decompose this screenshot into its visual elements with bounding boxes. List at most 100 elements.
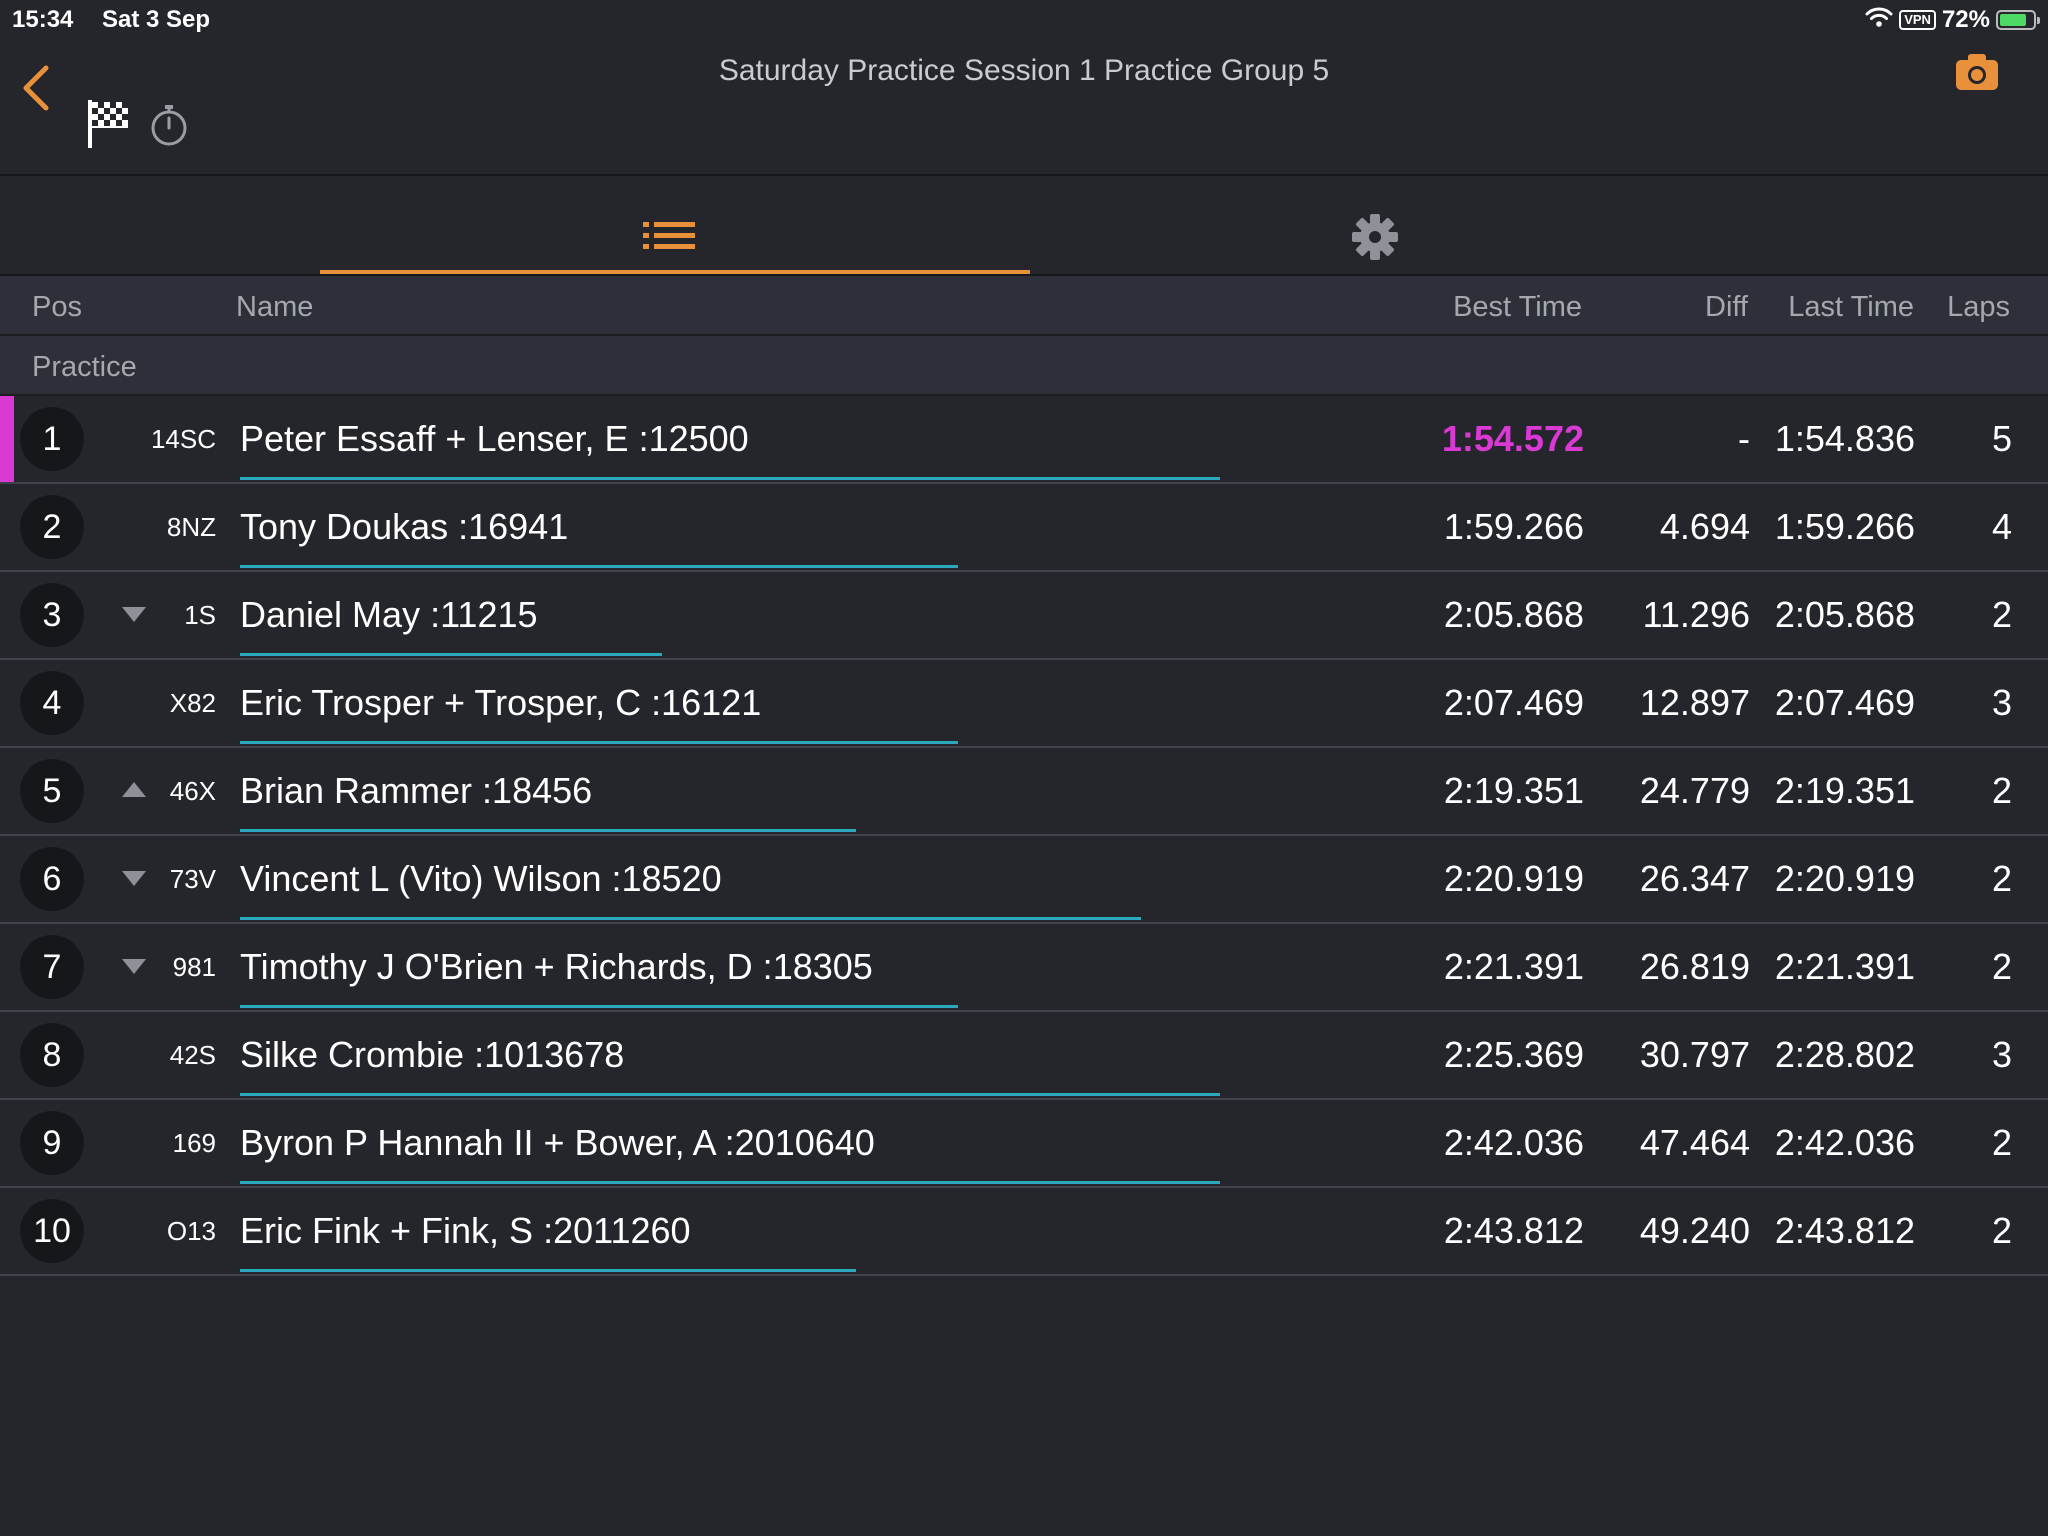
- lap-progress-bar: [240, 741, 958, 744]
- stopwatch-icon[interactable]: [148, 102, 190, 148]
- camera-icon: [1956, 54, 1998, 90]
- last-time: 2:20.919: [1774, 858, 1915, 899]
- best-time: 2:20.919: [1443, 858, 1584, 899]
- car-number: O13: [166, 1216, 216, 1246]
- table-row[interactable]: 9 169 Byron P Hannah II + Bower, A :201064…: [0, 1100, 2048, 1188]
- lap-progress-bar: [240, 565, 958, 568]
- lap-count: 2: [1991, 1122, 2012, 1163]
- best-time: 2:05.868: [1443, 594, 1584, 635]
- diff-time: 49.240: [1639, 1210, 1750, 1251]
- lap-progress-bar: [240, 1181, 1220, 1184]
- last-time: 1:54.836: [1774, 418, 1915, 459]
- last-time: 2:05.868: [1774, 594, 1915, 635]
- table-row[interactable]: 7 981 Timothy J O'Brien + Richards, D :183…: [0, 924, 2048, 1012]
- column-header: Pos Name Best Time Diff Last Time Laps: [0, 276, 2048, 336]
- position-down-icon: [122, 607, 146, 622]
- camera-button[interactable]: [1954, 52, 2000, 92]
- lap-progress-bar: [240, 829, 856, 832]
- car-number: 46X: [169, 776, 216, 806]
- table-row[interactable]: 2 8NZ Tony Doukas :16941 1:59.266 4.694 1:59.…: [0, 484, 2048, 572]
- driver-name: Vincent L (Vito) Wilson :18520: [240, 858, 722, 899]
- col-name[interactable]: Name: [236, 291, 314, 323]
- car-number: 1S: [184, 600, 216, 630]
- lap-count: 4: [1991, 506, 2012, 547]
- fastest-marker: [0, 396, 14, 482]
- table-row[interactable]: 1 14SC Peter Essaff + Lenser, E :12500 1:54…: [0, 396, 2048, 484]
- status-right: VPN 72%: [1865, 5, 2040, 35]
- position-badge: 9: [20, 1111, 84, 1175]
- wifi-icon: [1865, 6, 1893, 35]
- table-row[interactable]: 10 O13 Eric Fink + Fink, S :2011260 2:43.81…: [0, 1188, 2048, 1276]
- lap-count: 2: [1991, 946, 2012, 987]
- gear-icon: [1352, 214, 1398, 260]
- driver-name: Silke Crombie :1013678: [240, 1034, 625, 1075]
- battery-percent: 72%: [1941, 6, 1990, 33]
- position-badge: 3: [20, 583, 84, 647]
- diff-time: 12.897: [1639, 682, 1750, 723]
- vpn-badge: VPN: [1899, 10, 1936, 30]
- position-badge: 4: [20, 671, 84, 735]
- chevron-left-icon: [23, 65, 49, 111]
- table-row[interactable]: 8 42S Silke Crombie :1013678 2:25.369 30.797…: [0, 1012, 2048, 1100]
- table-row[interactable]: 3 1S Daniel May :11215 2:05.868 11.296 2:05.8…: [0, 572, 2048, 660]
- col-best[interactable]: Best Time: [1453, 291, 1582, 323]
- lap-progress-bar: [240, 477, 1220, 480]
- driver-name: Daniel May :11215: [240, 594, 538, 635]
- lap-progress-bar: [240, 1005, 958, 1008]
- tab-settings[interactable]: [1350, 212, 1400, 262]
- driver-name: Tony Doukas :16941: [240, 506, 569, 547]
- car-number: X82: [169, 688, 216, 718]
- col-diff[interactable]: Diff: [1705, 291, 1748, 323]
- page-title: Saturday Practice Session 1 Practice Gro…: [718, 54, 1330, 87]
- status-time: 15:34: [12, 6, 74, 33]
- lap-count: 2: [1991, 594, 2012, 635]
- list-icon: [643, 222, 695, 249]
- lap-progress-bar: [240, 653, 662, 656]
- diff-time: 26.819: [1639, 946, 1750, 987]
- position-badge: 10: [20, 1199, 84, 1263]
- lap-count: 5: [1991, 418, 2012, 459]
- lap-count: 2: [1991, 770, 2012, 811]
- driver-name: Brian Rammer :18456: [240, 770, 593, 811]
- driver-name: Eric Fink + Fink, S :2011260: [240, 1210, 691, 1251]
- best-time: 2:19.351: [1443, 770, 1584, 811]
- position-up-icon: [122, 782, 146, 797]
- lap-count: 2: [1991, 858, 2012, 899]
- position-down-icon: [122, 871, 146, 886]
- col-laps[interactable]: Laps: [1947, 291, 2010, 323]
- best-time: 1:59.266: [1443, 506, 1584, 547]
- group-label: Practice: [32, 351, 137, 383]
- table-row[interactable]: 4 X82 Eric Trosper + Trosper, C :16121 2:07…: [0, 660, 2048, 748]
- car-number: 981: [172, 952, 216, 982]
- table-row[interactable]: 6 73V Vincent L (Vito) Wilson :18520 2:20.9…: [0, 836, 2048, 924]
- header: Saturday Practice Session 1 Practice Gro…: [0, 40, 2048, 176]
- diff-time: 30.797: [1639, 1034, 1750, 1075]
- col-last[interactable]: Last Time: [1788, 291, 1914, 323]
- position-badge: 7: [20, 935, 84, 999]
- best-time: 2:42.036: [1443, 1122, 1584, 1163]
- best-time: 2:07.469: [1443, 682, 1584, 723]
- last-time: 2:42.036: [1774, 1122, 1915, 1163]
- battery-icon: [1996, 10, 2040, 30]
- car-number: 14SC: [150, 424, 216, 454]
- diff-time: 47.464: [1639, 1122, 1750, 1163]
- checkered-flag-icon[interactable]: [86, 98, 132, 150]
- col-pos[interactable]: Pos: [32, 291, 82, 323]
- driver-name: Eric Trosper + Trosper, C :16121: [240, 682, 762, 723]
- best-time: 1:54.572: [1441, 418, 1584, 459]
- status-date: Sat 3 Sep: [102, 6, 211, 33]
- diff-time: 4.694: [1659, 506, 1750, 547]
- active-tab-indicator: [320, 270, 1030, 274]
- position-badge: 2: [20, 495, 84, 559]
- driver-name: Peter Essaff + Lenser, E :12500: [240, 418, 749, 459]
- car-number: 42S: [169, 1040, 216, 1070]
- tab-results-list[interactable]: [320, 176, 1030, 274]
- table-row[interactable]: 5 46X Brian Rammer :18456 2:19.351 24.779 2:1…: [0, 748, 2048, 836]
- diff-time: 11.296: [1642, 594, 1750, 635]
- best-time: 2:43.812: [1443, 1210, 1584, 1251]
- last-time: 2:43.812: [1774, 1210, 1915, 1251]
- position-badge: 6: [20, 847, 84, 911]
- back-button[interactable]: [18, 60, 58, 120]
- last-time: 2:28.802: [1774, 1034, 1915, 1075]
- lap-count: 3: [1991, 1034, 2012, 1075]
